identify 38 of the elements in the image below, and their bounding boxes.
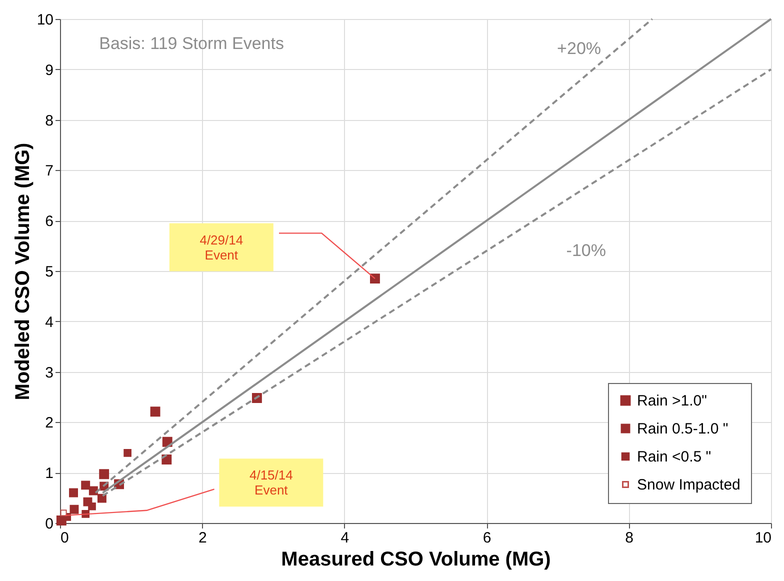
x-tick-label: 10 <box>754 530 772 546</box>
legend-label: Rain >1.0" <box>637 392 707 410</box>
point <box>60 510 67 516</box>
y-axis-title: Modeled CSO Volume (MG) <box>12 142 34 400</box>
legend-label: Rain <0.5 " <box>637 448 712 466</box>
y-tick-label: 10 <box>36 12 54 28</box>
point <box>69 488 78 498</box>
x-tick-label: 4 <box>340 530 350 546</box>
y-tick-label: 8 <box>45 112 54 130</box>
point <box>124 449 132 457</box>
point <box>88 502 96 510</box>
annotation: Basis: 119 Storm Events <box>99 34 284 54</box>
legend-label: Snow Impacted <box>637 476 740 494</box>
y-tick-label: 5 <box>45 264 54 280</box>
y-tick-label: 2 <box>45 414 54 432</box>
y-tick-label: 0 <box>45 516 54 532</box>
x-tick-label: 2 <box>198 530 207 546</box>
y-tick-label: 3 <box>45 364 54 382</box>
annotation: 4/15/14 Event <box>249 468 293 498</box>
x-axis-title: Measured CSO Volume (MG) <box>281 548 551 570</box>
annotation: -10% <box>566 240 606 260</box>
point <box>150 406 160 417</box>
point <box>97 494 106 503</box>
x-tick-label: 0 <box>60 530 69 546</box>
point <box>99 469 110 480</box>
legend-label: Rain 0.5-1.0 " <box>637 420 728 438</box>
x-tick-label: 8 <box>625 530 634 546</box>
point <box>70 504 79 514</box>
x-tick-label: 6 <box>482 530 492 546</box>
point <box>81 480 90 490</box>
annotation: 4/29/14 Event <box>200 232 244 262</box>
annotation: +20% <box>557 39 602 58</box>
y-tick-label: 7 <box>45 162 54 180</box>
point <box>370 274 380 284</box>
y-tick-label: 1 <box>45 465 54 482</box>
y-tick-label: 6 <box>45 213 54 230</box>
y-tick-label: 4 <box>45 314 54 331</box>
y-tick-label: 9 <box>45 62 54 79</box>
